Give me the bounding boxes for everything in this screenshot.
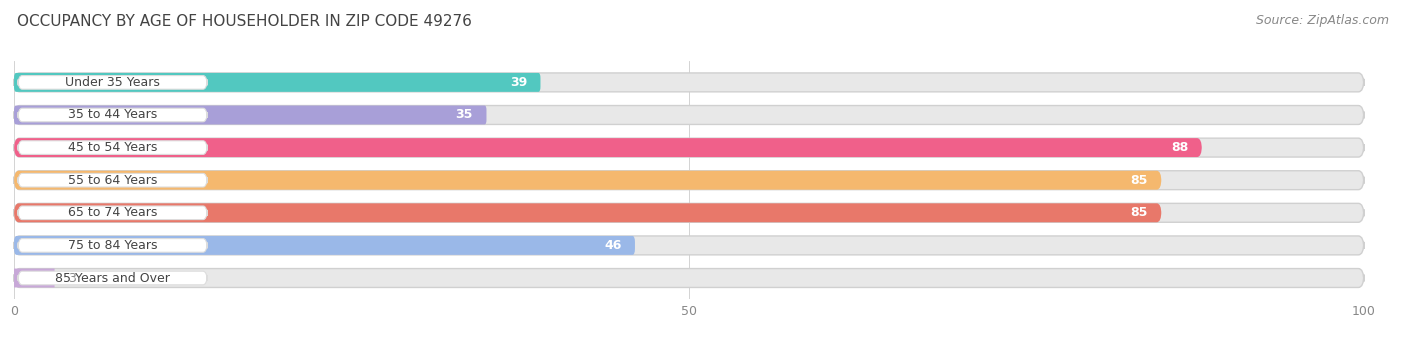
FancyBboxPatch shape <box>14 138 1202 157</box>
Text: 46: 46 <box>605 239 621 252</box>
Text: 39: 39 <box>510 76 527 89</box>
FancyBboxPatch shape <box>14 73 540 92</box>
FancyBboxPatch shape <box>14 269 55 287</box>
FancyBboxPatch shape <box>14 171 1161 190</box>
Text: 65 to 74 Years: 65 to 74 Years <box>67 206 157 219</box>
FancyBboxPatch shape <box>14 105 486 124</box>
FancyBboxPatch shape <box>14 171 1364 190</box>
FancyBboxPatch shape <box>18 206 207 220</box>
FancyBboxPatch shape <box>14 105 1364 124</box>
FancyBboxPatch shape <box>14 236 636 255</box>
FancyBboxPatch shape <box>18 108 207 122</box>
Text: 88: 88 <box>1171 141 1188 154</box>
FancyBboxPatch shape <box>14 73 1364 92</box>
FancyBboxPatch shape <box>14 203 1364 222</box>
Text: Source: ZipAtlas.com: Source: ZipAtlas.com <box>1256 14 1389 27</box>
Text: 35: 35 <box>456 108 472 121</box>
FancyBboxPatch shape <box>14 236 1364 255</box>
Text: 75 to 84 Years: 75 to 84 Years <box>67 239 157 252</box>
FancyBboxPatch shape <box>14 269 1364 287</box>
FancyBboxPatch shape <box>14 138 1364 157</box>
Text: 85: 85 <box>1130 174 1147 187</box>
FancyBboxPatch shape <box>18 75 207 89</box>
Text: 85: 85 <box>1130 206 1147 219</box>
Text: 55 to 64 Years: 55 to 64 Years <box>67 174 157 187</box>
FancyBboxPatch shape <box>14 203 1161 222</box>
Text: 35 to 44 Years: 35 to 44 Years <box>67 108 157 121</box>
Text: 45 to 54 Years: 45 to 54 Years <box>67 141 157 154</box>
FancyBboxPatch shape <box>18 271 207 285</box>
FancyBboxPatch shape <box>18 239 207 252</box>
Text: 3: 3 <box>67 272 76 285</box>
FancyBboxPatch shape <box>18 141 207 154</box>
FancyBboxPatch shape <box>18 173 207 187</box>
Text: OCCUPANCY BY AGE OF HOUSEHOLDER IN ZIP CODE 49276: OCCUPANCY BY AGE OF HOUSEHOLDER IN ZIP C… <box>17 14 472 29</box>
Text: 85 Years and Over: 85 Years and Over <box>55 272 170 285</box>
Text: Under 35 Years: Under 35 Years <box>65 76 160 89</box>
